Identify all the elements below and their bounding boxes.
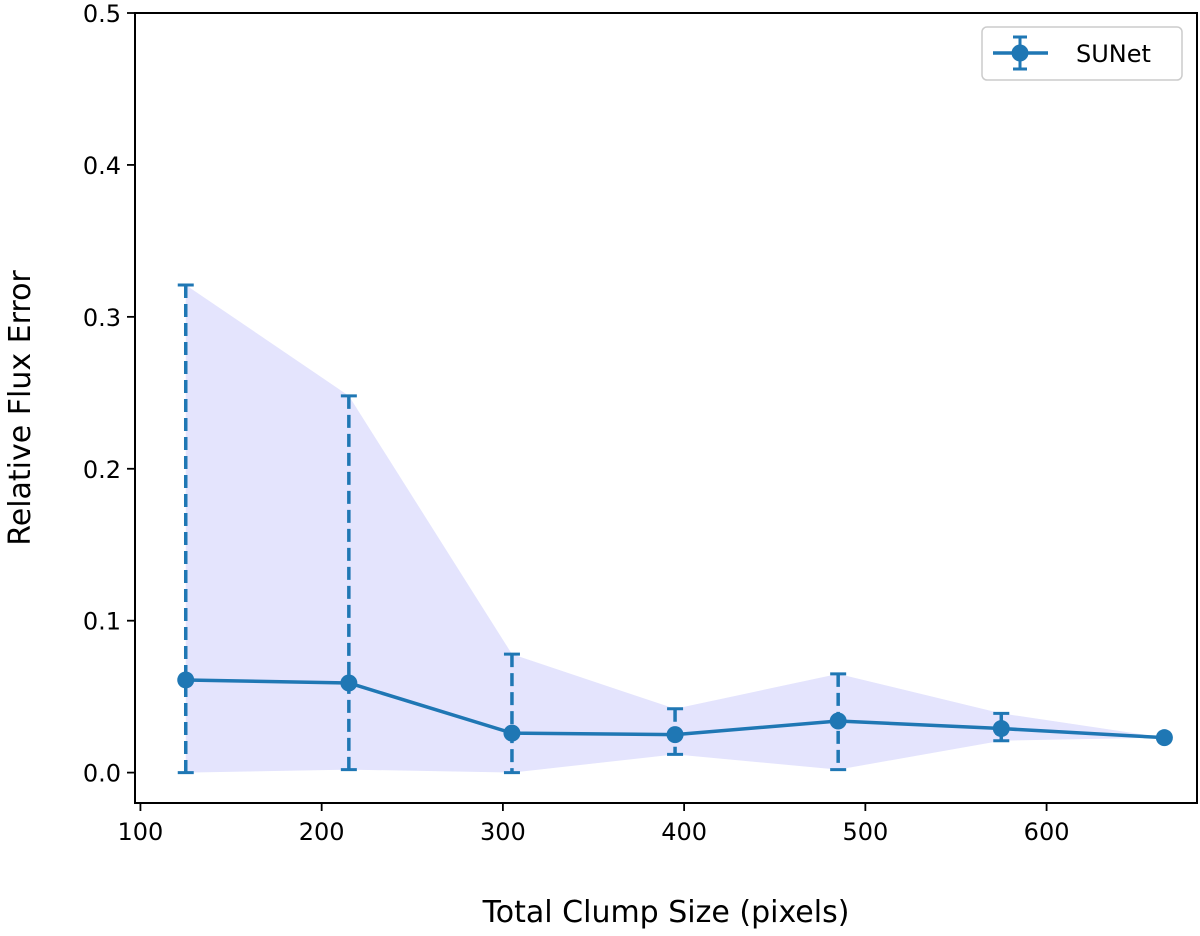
x-axis-title: Total Clump Size (pixels) <box>482 895 850 930</box>
data-point <box>829 712 847 730</box>
x-tick-label: 500 <box>842 818 888 846</box>
x-tick-label: 200 <box>299 818 345 846</box>
x-tick-label: 300 <box>480 818 526 846</box>
plot-frame <box>134 12 1198 804</box>
error-band-layer <box>185 284 1165 773</box>
legend-series-marker <box>993 35 1048 71</box>
legend-label-sunet: SUNet <box>1076 40 1151 68</box>
legend: SUNet <box>981 26 1183 81</box>
y-tick-label: 0.0 <box>83 760 121 788</box>
x-tick-label: 400 <box>661 818 707 846</box>
legend-marker-dot <box>1011 44 1029 62</box>
y-tick-label: 0.4 <box>83 152 121 180</box>
x-ticks: 100 200 300 400 500 600 <box>118 803 1070 846</box>
data-point <box>666 726 684 744</box>
data-point <box>1155 729 1173 747</box>
data-point-layer <box>177 671 1173 747</box>
legend-box <box>981 26 1183 81</box>
y-ticks: 0.0 0.1 0.2 0.3 0.4 0.5 <box>83 0 135 788</box>
data-point <box>177 671 195 689</box>
y-tick-label: 0.5 <box>83 0 121 28</box>
y-tick-label: 0.3 <box>83 304 121 332</box>
x-tick-label: 100 <box>118 818 164 846</box>
data-point <box>340 674 358 692</box>
data-point <box>992 720 1010 738</box>
error-band <box>185 284 1165 773</box>
x-tick-label: 600 <box>1024 818 1070 846</box>
data-point <box>503 724 521 742</box>
y-tick-label: 0.1 <box>83 608 121 636</box>
y-axis-title: Relative Flux Error <box>3 270 38 546</box>
y-tick-label: 0.2 <box>83 456 121 484</box>
